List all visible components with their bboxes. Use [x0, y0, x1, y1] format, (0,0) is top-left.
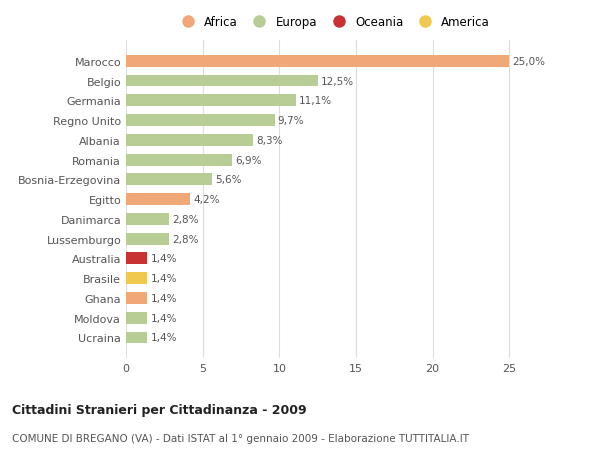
Text: 1,4%: 1,4% [151, 333, 177, 343]
Bar [126, 312, 148, 324]
Text: 1,4%: 1,4% [151, 274, 177, 284]
Bar [126, 95, 296, 107]
Bar [126, 174, 212, 186]
Bar [126, 253, 148, 265]
Bar [126, 56, 509, 67]
Text: 5,6%: 5,6% [215, 175, 241, 185]
Text: 8,3%: 8,3% [256, 135, 283, 146]
Text: 2,8%: 2,8% [172, 234, 199, 244]
Bar [126, 194, 190, 206]
Bar [126, 115, 275, 127]
Bar [126, 292, 148, 304]
Legend: Africa, Europa, Oceania, America: Africa, Europa, Oceania, America [173, 12, 493, 33]
Text: 1,4%: 1,4% [151, 293, 177, 303]
Bar [126, 273, 148, 285]
Bar [126, 134, 253, 146]
Bar [126, 213, 169, 225]
Text: Cittadini Stranieri per Cittadinanza - 2009: Cittadini Stranieri per Cittadinanza - 2… [12, 403, 307, 416]
Text: 9,7%: 9,7% [278, 116, 304, 126]
Text: 12,5%: 12,5% [321, 76, 354, 86]
Text: 25,0%: 25,0% [512, 56, 545, 67]
Text: 1,4%: 1,4% [151, 254, 177, 264]
Bar [126, 75, 317, 87]
Bar [126, 332, 148, 344]
Bar [126, 233, 169, 245]
Text: 6,9%: 6,9% [235, 155, 262, 165]
Text: COMUNE DI BREGANO (VA) - Dati ISTAT al 1° gennaio 2009 - Elaborazione TUTTITALIA: COMUNE DI BREGANO (VA) - Dati ISTAT al 1… [12, 433, 469, 442]
Text: 2,8%: 2,8% [172, 214, 199, 224]
Text: 1,4%: 1,4% [151, 313, 177, 323]
Bar [126, 154, 232, 166]
Text: 4,2%: 4,2% [193, 195, 220, 205]
Text: 11,1%: 11,1% [299, 96, 332, 106]
